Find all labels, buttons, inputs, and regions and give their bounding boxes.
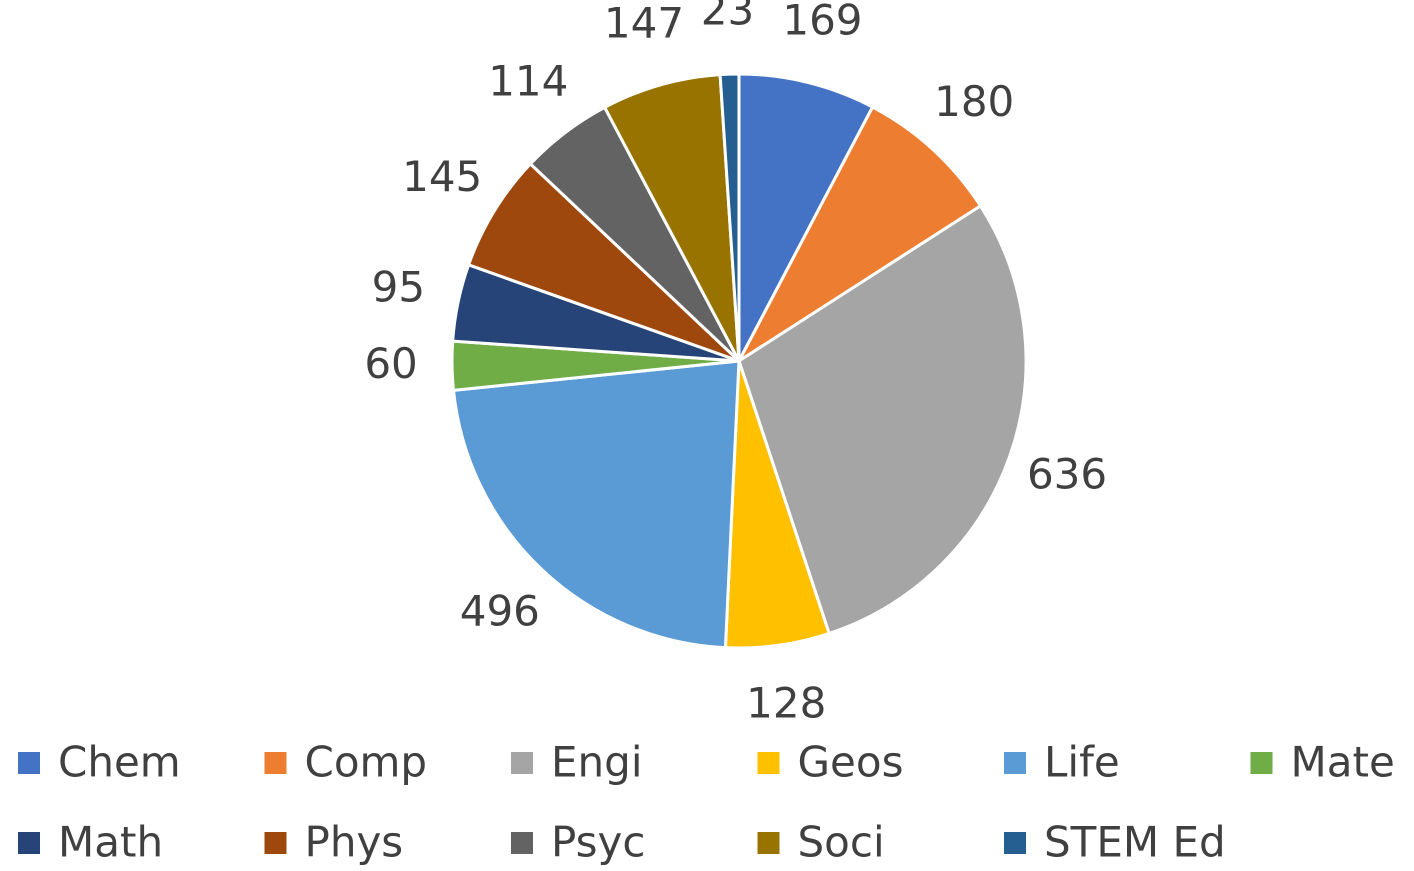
legend-swatch xyxy=(1004,832,1026,854)
pie-slice xyxy=(718,72,741,362)
pie-slice xyxy=(602,73,741,362)
legend-label: STEM Ed xyxy=(1044,818,1226,867)
legend-swatch xyxy=(1004,752,1026,774)
legend-swatch xyxy=(511,832,533,854)
pie-slice xyxy=(737,72,875,362)
legend-label: Math xyxy=(58,818,163,867)
legend-label: Phys xyxy=(305,818,404,867)
legend-swatch xyxy=(757,752,780,774)
value-label: 496 xyxy=(460,586,540,635)
legend-label: Chem xyxy=(58,738,181,787)
legend-swatch xyxy=(264,752,287,774)
value-label: 147 xyxy=(604,0,684,48)
value-label: 169 xyxy=(782,0,862,45)
pie-slice xyxy=(466,161,741,363)
legend-label: Psyc xyxy=(551,818,645,867)
legend-swatch xyxy=(757,832,780,854)
value-label: 145 xyxy=(402,152,482,201)
legend-label: Mate xyxy=(1291,738,1395,787)
legend-swatch xyxy=(264,832,287,854)
legend-label: Comp xyxy=(305,738,428,787)
legend-swatch xyxy=(511,752,533,774)
legend-label: Life xyxy=(1044,738,1120,787)
value-label: 95 xyxy=(372,262,425,311)
value-label: 180 xyxy=(934,77,1014,126)
legend-swatch xyxy=(18,752,40,774)
value-label: 128 xyxy=(746,678,826,727)
pie-slice xyxy=(735,104,983,366)
legend-label: Geos xyxy=(798,738,904,787)
value-label: 60 xyxy=(364,339,417,388)
pie-slice xyxy=(737,203,1028,636)
pie-slice xyxy=(451,359,741,650)
legend-swatch xyxy=(1250,752,1273,774)
value-label: 114 xyxy=(488,57,568,106)
value-label: 636 xyxy=(1027,450,1107,499)
legend-label: Soci xyxy=(798,818,885,867)
legend-swatch xyxy=(18,832,40,854)
legend-label: Engi xyxy=(551,738,643,787)
value-label: 23 xyxy=(701,0,754,35)
